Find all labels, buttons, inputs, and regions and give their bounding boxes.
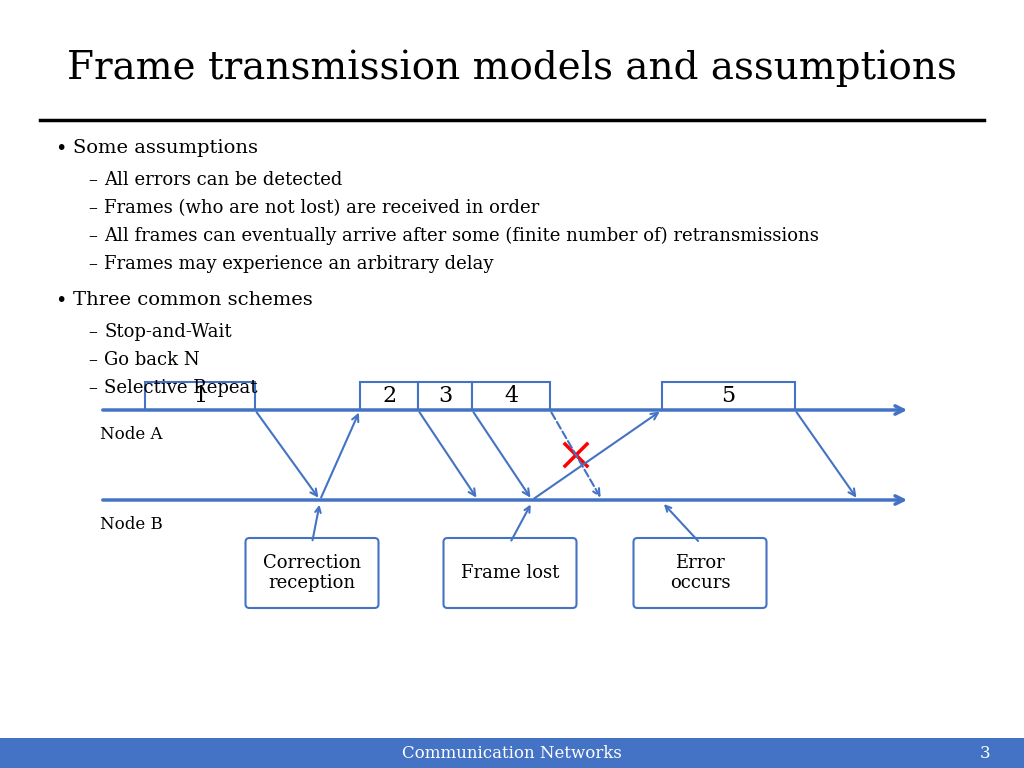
FancyBboxPatch shape [443,538,577,608]
Text: Go back N: Go back N [104,351,200,369]
FancyBboxPatch shape [246,538,379,608]
Text: Frames (who are not lost) are received in order: Frames (who are not lost) are received i… [104,199,540,217]
Text: –: – [88,323,97,341]
FancyBboxPatch shape [360,382,418,410]
Text: –: – [88,351,97,369]
Text: Frame lost: Frame lost [461,564,559,582]
Text: All frames can eventually arrive after some (finite number of) retransmissions: All frames can eventually arrive after s… [104,227,819,245]
Text: Correction
reception: Correction reception [263,554,361,592]
Text: 3: 3 [438,385,453,407]
FancyBboxPatch shape [145,382,255,410]
Text: –: – [88,379,97,397]
Text: All errors can be detected: All errors can be detected [104,171,342,189]
Bar [0,738,1024,768]
Text: Node B: Node B [100,516,163,533]
FancyBboxPatch shape [634,538,767,608]
Text: Selective Repeat: Selective Repeat [104,379,257,397]
Text: 4: 4 [504,385,518,407]
FancyBboxPatch shape [472,382,550,410]
Text: •: • [55,290,67,310]
FancyBboxPatch shape [662,382,795,410]
FancyBboxPatch shape [418,382,472,410]
Text: –: – [88,255,97,273]
Text: Communication Networks: Communication Networks [402,744,622,762]
Text: 5: 5 [722,385,735,407]
Text: 3: 3 [979,744,990,762]
Text: Stop-and-Wait: Stop-and-Wait [104,323,231,341]
Text: •: • [55,138,67,157]
Text: 1: 1 [193,385,207,407]
Text: Frame transmission models and assumptions: Frame transmission models and assumption… [67,49,957,87]
Text: Three common schemes: Three common schemes [73,291,312,309]
Text: –: – [88,171,97,189]
Text: Error
occurs: Error occurs [670,554,730,592]
Text: 2: 2 [382,385,396,407]
Text: Some assumptions: Some assumptions [73,139,258,157]
Text: Node A: Node A [100,426,163,443]
Text: –: – [88,227,97,245]
Text: –: – [88,199,97,217]
Text: Frames may experience an arbitrary delay: Frames may experience an arbitrary delay [104,255,494,273]
